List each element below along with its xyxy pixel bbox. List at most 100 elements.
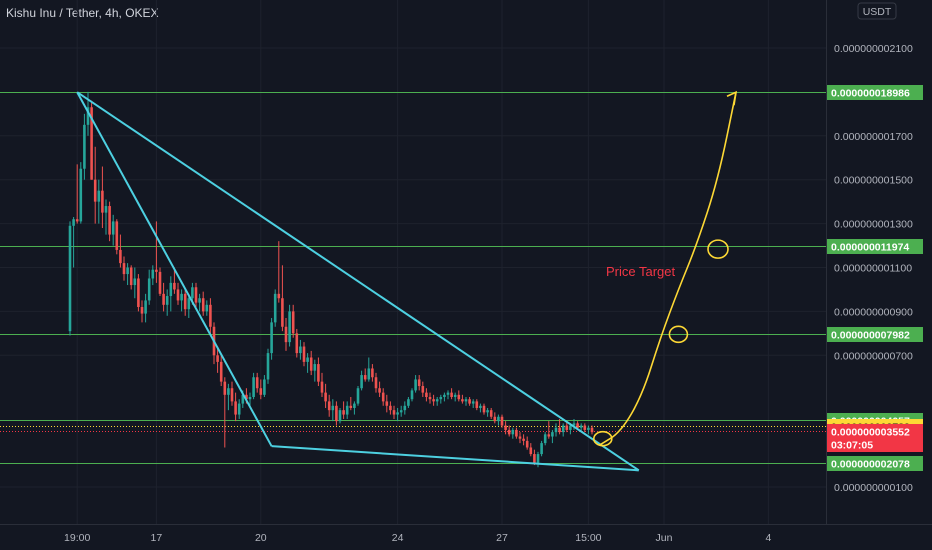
candle <box>360 370 363 391</box>
candle <box>270 317 273 360</box>
candle-body <box>324 392 327 402</box>
candle <box>252 372 255 400</box>
candle-body <box>421 386 425 393</box>
candle <box>464 397 468 406</box>
candle <box>345 401 349 419</box>
candle-body <box>471 401 475 404</box>
candle <box>421 381 425 398</box>
candle-body <box>191 287 194 299</box>
y-tick-label: 0.000000001100 <box>834 263 912 275</box>
candle <box>486 407 489 417</box>
candle-body <box>79 168 83 222</box>
candle-body <box>331 405 335 411</box>
candle <box>320 372 324 398</box>
candle <box>590 425 594 435</box>
candle <box>281 265 284 332</box>
candle-body <box>68 225 72 332</box>
candle-body <box>392 410 396 415</box>
candle <box>90 100 93 180</box>
last-price-label: 0.000000003552 <box>831 427 910 439</box>
candle-body <box>277 293 281 299</box>
candle <box>396 407 399 422</box>
candle-body <box>90 107 93 180</box>
candle <box>255 372 259 393</box>
x-tick-label: 20 <box>255 532 267 544</box>
candle-body <box>86 107 90 125</box>
candle-body <box>500 416 504 426</box>
y-tick-label: 0.000000000100 <box>834 482 913 494</box>
candle <box>209 298 212 334</box>
candle <box>385 394 389 413</box>
candle-body <box>482 405 486 413</box>
candle-body <box>252 377 255 398</box>
candle <box>266 348 270 384</box>
candle <box>277 241 281 303</box>
candle-body <box>529 447 533 455</box>
candle-body <box>504 425 507 430</box>
candle <box>403 401 407 415</box>
candle <box>248 392 252 406</box>
x-tick-label: 19:00 <box>64 532 90 544</box>
candle-body <box>385 401 389 406</box>
candle-body <box>284 326 288 343</box>
candle <box>108 201 111 242</box>
candle-body <box>155 269 158 272</box>
candle <box>68 221 72 336</box>
candle <box>119 234 122 268</box>
candle-body <box>317 364 320 382</box>
candle-body <box>223 381 227 395</box>
currency-badge <box>857 2 897 20</box>
candle-body <box>587 427 590 430</box>
candle-body <box>554 427 558 433</box>
y-tick-label: 0.000000000700 <box>834 350 913 362</box>
candle-body <box>263 379 266 395</box>
candle <box>155 221 158 283</box>
candle <box>407 397 410 408</box>
candle-body <box>381 392 385 402</box>
level-badge-label: 0.000000007982 <box>831 330 910 342</box>
candle <box>432 394 435 406</box>
candle <box>378 381 381 398</box>
candle-body <box>273 293 277 323</box>
candle <box>147 269 151 305</box>
candle-body <box>162 293 165 305</box>
x-tick-label: 15:00 <box>575 532 601 544</box>
candle-body <box>187 298 191 310</box>
trendline <box>271 445 639 472</box>
candle <box>259 379 263 400</box>
candle-body <box>194 287 198 303</box>
candle-body <box>414 379 417 391</box>
candle-body <box>461 399 464 402</box>
candle-body <box>266 353 270 380</box>
y-tick-label: 0.000000002100 <box>834 43 913 55</box>
candle <box>313 359 317 382</box>
candle-body <box>558 427 561 433</box>
candle <box>122 256 126 281</box>
currency-label: USDT <box>863 6 892 18</box>
candle <box>144 293 147 323</box>
candle-body <box>281 298 284 327</box>
candle <box>227 383 230 411</box>
candle-body <box>173 282 176 290</box>
candle-body <box>349 405 353 408</box>
candle <box>291 304 295 338</box>
candle-body <box>432 399 435 402</box>
candle-body <box>486 410 489 413</box>
candle <box>101 166 104 228</box>
candle <box>554 423 558 437</box>
candle <box>273 289 277 327</box>
candle-body <box>565 425 569 430</box>
candle <box>137 274 140 312</box>
candle <box>223 377 227 448</box>
candle <box>97 179 101 224</box>
candle-body <box>313 364 317 371</box>
candle <box>414 375 417 393</box>
candle <box>165 289 169 316</box>
candle-body <box>115 221 119 250</box>
candle <box>558 418 561 435</box>
candle <box>176 282 180 305</box>
candle-body <box>288 311 291 343</box>
candle <box>230 381 234 406</box>
candle-body <box>234 401 237 415</box>
